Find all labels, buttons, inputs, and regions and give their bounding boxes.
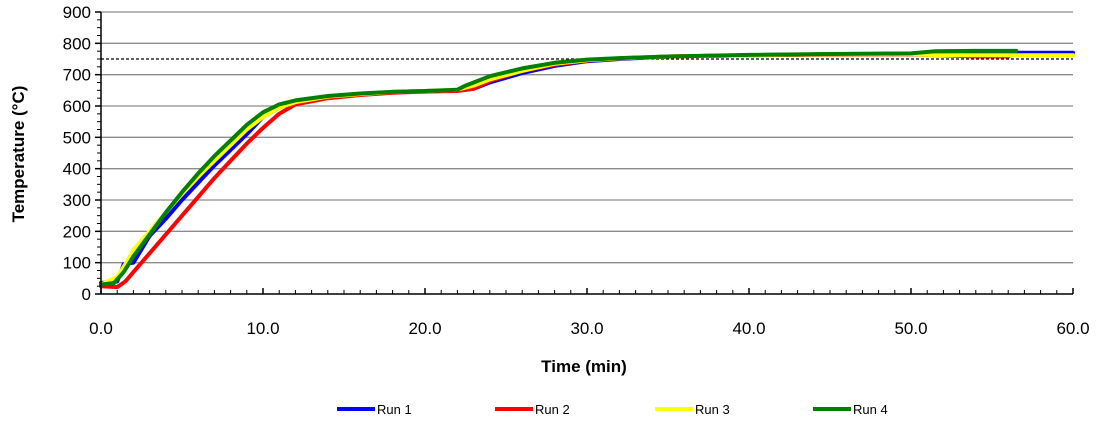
legend: Run 1 Run 2 Run 3 Run 4 — [337, 402, 888, 417]
x-tick-label: 60.0 — [1056, 319, 1089, 338]
legend-label-run-2: Run 2 — [535, 402, 570, 417]
y-tick-label: 300 — [63, 191, 91, 210]
legend-label-run-3: Run 3 — [695, 402, 730, 417]
y-tick-label: 0 — [82, 285, 91, 304]
tick-labels: 0 100 200 300 400 500 600 700 800 900 0.0 10.0 20.0 3… — [63, 3, 1090, 338]
x-tick-label: 10.0 — [246, 319, 279, 338]
x-tick-label: 20.0 — [408, 319, 441, 338]
y-tick-label: 500 — [63, 128, 91, 147]
axes — [95, 11, 1074, 295]
gridlines — [101, 11, 1073, 264]
legend-label-run-1: Run 1 — [377, 402, 412, 417]
series-layer — [99, 48, 1075, 290]
y-tick-label: 200 — [63, 222, 91, 241]
x-axis-label: Time (min) — [541, 357, 627, 376]
y-tick-label: 700 — [63, 66, 91, 85]
series-line-run-1 — [99, 50, 1075, 285]
x-tick-label: 40.0 — [732, 319, 765, 338]
y-tick-label: 100 — [63, 254, 91, 273]
x-tick-label: 30.0 — [570, 319, 603, 338]
y-tick-label: 600 — [63, 97, 91, 116]
legend-label-run-4: Run 4 — [853, 402, 888, 417]
x-tick-label: 0.0 — [89, 319, 113, 338]
series-line-run-2 — [99, 52, 1011, 290]
y-tick-label: 800 — [63, 34, 91, 53]
series-line-run-4 — [99, 48, 1019, 287]
y-axis-label: Temperature (°C) — [9, 86, 28, 223]
y-tick-label: 900 — [63, 3, 91, 22]
x-tick-label: 50.0 — [894, 319, 927, 338]
y-tick-label: 400 — [63, 160, 91, 179]
